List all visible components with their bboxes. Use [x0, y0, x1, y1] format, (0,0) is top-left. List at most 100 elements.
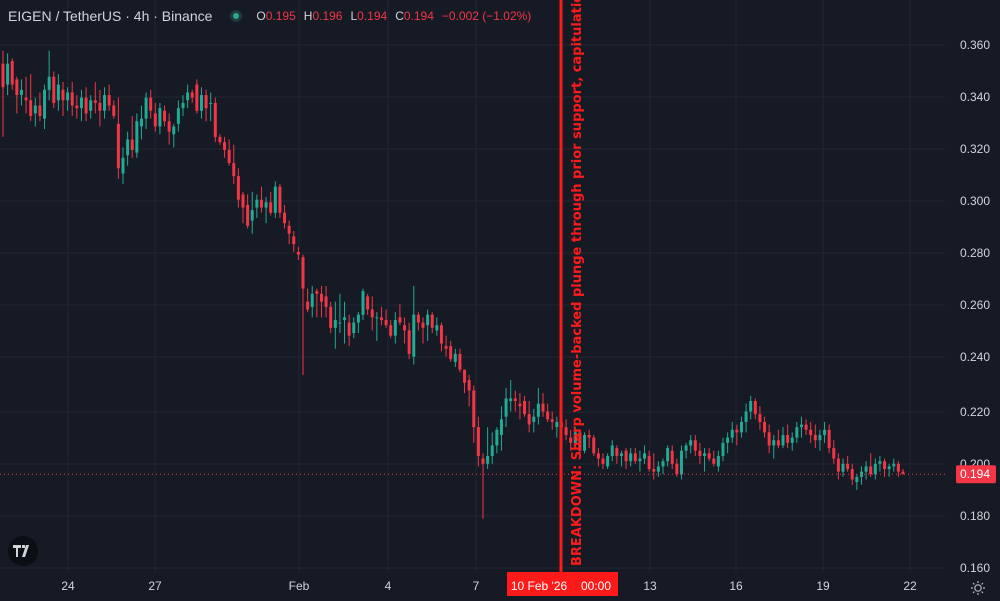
candle-body	[463, 369, 467, 383]
candle-body	[343, 317, 347, 320]
x-tick-label: Feb	[289, 579, 310, 593]
candle-body	[79, 97, 83, 109]
candle-body	[33, 105, 37, 114]
x-tick-label: 7	[473, 579, 480, 593]
candle-body	[287, 225, 291, 234]
candle-body	[56, 84, 60, 101]
candle-body	[315, 291, 319, 294]
symbol-title[interactable]: EIGEN / TetherUS · 4h · Binance	[8, 8, 213, 24]
candle-body	[569, 437, 573, 443]
x-tick-label: 4	[385, 579, 392, 593]
candle-body	[269, 202, 273, 213]
candle-body	[430, 314, 434, 328]
candle-body	[550, 419, 554, 422]
candle-body	[379, 317, 383, 320]
candle-body	[218, 136, 222, 143]
candle-body	[139, 118, 143, 127]
candle-body	[573, 432, 577, 443]
candle-body	[199, 95, 203, 111]
candle-body	[264, 202, 268, 208]
candle-body	[804, 424, 808, 430]
candle-body	[901, 471, 905, 475]
candle-body	[712, 458, 716, 464]
candle-body	[393, 319, 397, 336]
candle-body	[135, 121, 139, 153]
candle-body	[730, 429, 734, 438]
candle-body	[832, 448, 836, 459]
candle-body	[495, 429, 499, 446]
candle-body	[499, 419, 503, 436]
candle-body	[684, 445, 688, 451]
candle-body	[855, 476, 859, 483]
candle-body	[195, 84, 199, 111]
candle-body	[439, 325, 443, 344]
annotation-time-label: 00:00	[581, 579, 611, 593]
candle-body	[172, 126, 176, 135]
x-tick-label: 16	[729, 579, 743, 593]
candle-body	[633, 453, 637, 462]
candle-body	[324, 296, 328, 307]
candle-body	[523, 401, 527, 415]
close-value: 0.194	[403, 9, 434, 23]
price-axis[interactable]: 0.360 0.340 0.320 0.300 0.280 0.260 0.240 0.220…	[960, 38, 990, 575]
high-label: H	[303, 9, 313, 23]
candle-body	[130, 139, 134, 150]
tradingview-logo-icon[interactable]	[8, 536, 38, 566]
candle-body	[338, 322, 342, 324]
candle-body	[163, 110, 167, 122]
candle-body	[246, 204, 250, 226]
candle-body	[721, 442, 725, 456]
candle-body	[799, 424, 803, 428]
candle-body	[1, 63, 5, 88]
y-tick-label: 0.260	[960, 298, 990, 312]
candle-body	[255, 199, 259, 208]
candle-body	[846, 463, 850, 470]
candle-body	[758, 414, 762, 422]
change-value: −0.002 (−1.02%)	[441, 9, 532, 23]
candle-body	[739, 421, 743, 433]
candle-body	[366, 296, 370, 310]
candle-body	[186, 92, 190, 101]
candle-body	[587, 435, 591, 438]
breakdown-annotation-text: BREAKDOWN: Sharp volume-backed plunge th…	[570, 0, 585, 566]
candle-body	[864, 466, 868, 472]
candle-body	[716, 455, 720, 467]
candle-body	[273, 186, 277, 213]
candle-body	[823, 429, 827, 436]
low-value: 0.194	[357, 9, 388, 23]
candle-body	[301, 257, 305, 289]
settings-sun-icon[interactable]	[970, 580, 986, 596]
candle-body	[481, 458, 485, 464]
time-axis[interactable]: 24 27 Feb 4 7 13 16 19 22	[61, 579, 917, 593]
open-value: 0.195	[265, 9, 296, 23]
candle-body	[707, 453, 711, 459]
candle-body	[38, 105, 42, 116]
candle-body	[361, 291, 365, 315]
candle-body	[818, 435, 822, 441]
candle-body	[726, 437, 730, 443]
market-status-icon	[230, 10, 243, 22]
candle-body	[527, 414, 531, 425]
candle-body	[426, 314, 430, 326]
y-tick-label: 0.360	[960, 38, 990, 52]
candle-body	[836, 458, 840, 472]
candle-body	[416, 314, 420, 323]
candle-body	[610, 445, 614, 456]
last-price-badge: 0.194	[956, 465, 996, 484]
candle-body	[541, 403, 545, 412]
y-tick-label: 0.280	[960, 246, 990, 260]
candle-body	[841, 463, 845, 472]
x-tick-label: 22	[903, 579, 917, 593]
x-tick-label: 24	[61, 579, 75, 593]
y-tick-label: 0.240	[960, 350, 990, 364]
candle-body	[61, 89, 65, 101]
candle-body	[103, 95, 107, 111]
candle-body	[763, 421, 767, 433]
candle-body	[181, 102, 185, 109]
candle-body	[241, 194, 245, 208]
candle-body	[204, 95, 208, 109]
candle-body	[638, 458, 642, 462]
candle-body	[375, 317, 379, 319]
candle-body	[813, 435, 817, 441]
